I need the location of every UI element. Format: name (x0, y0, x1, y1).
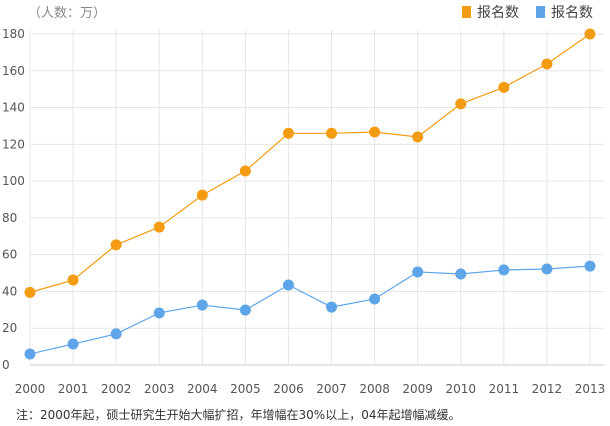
x-tick-label: 2012 (532, 382, 563, 396)
data-point-1 (110, 328, 122, 340)
x-tick-label: 2003 (144, 382, 175, 396)
x-tick-label: 2005 (230, 382, 261, 396)
data-point-0 (584, 28, 596, 40)
x-tick-label: 2009 (402, 382, 433, 396)
chart-note: 注：2000年起，硕士研究生开始大幅扩招，年增幅在30%以上，04年起增幅减缓。 (16, 408, 461, 422)
x-tick-label: 2006 (273, 382, 304, 396)
data-point-1 (498, 264, 510, 276)
y-tick-label: 0 (2, 358, 10, 372)
legend-item-blue[interactable]: 报名数 (536, 2, 593, 22)
y-tick-label: 40 (2, 284, 17, 298)
data-point-0 (153, 221, 165, 233)
x-tick-label: 2002 (101, 382, 132, 396)
x-tick-label: 2001 (58, 382, 89, 396)
y-tick-label: 80 (2, 211, 17, 225)
data-point-0 (282, 127, 294, 139)
x-tick-label: 2000 (15, 382, 46, 396)
y-tick-label: 140 (2, 101, 25, 115)
data-point-1 (541, 263, 553, 275)
data-point-1 (239, 304, 251, 316)
y-tick-label: 180 (2, 27, 25, 41)
series-line-1 (29, 265, 591, 355)
data-point-0 (67, 274, 79, 286)
x-tick-label: 2007 (316, 382, 347, 396)
series-line-0 (29, 33, 591, 293)
y-unit-label: （人数：万） (28, 6, 107, 21)
data-point-0 (196, 189, 208, 201)
legend-label: 报名数 (477, 5, 519, 21)
y-tick-label: 20 (2, 321, 17, 335)
y-tick-label: 160 (2, 64, 25, 78)
x-tick-label: 2011 (489, 382, 520, 396)
data-point-0 (239, 165, 251, 177)
data-point-0 (498, 81, 510, 93)
legend-label: 报名数 (551, 5, 593, 21)
data-point-0 (24, 286, 36, 298)
x-tick-label: 2004 (187, 382, 218, 396)
data-point-0 (455, 98, 467, 110)
data-point-1 (369, 293, 381, 305)
legend-item-orange[interactable]: 报名数 (462, 2, 519, 22)
legend-swatch-orange (462, 6, 471, 18)
data-point-0 (412, 131, 424, 143)
y-tick-label: 100 (2, 174, 25, 188)
x-tick-label: 2013 (575, 382, 606, 396)
y-tick-label: 120 (2, 137, 25, 151)
data-point-1 (584, 260, 596, 272)
data-point-1 (153, 307, 165, 319)
data-point-1 (67, 338, 79, 350)
data-point-1 (24, 348, 36, 360)
data-point-1 (455, 268, 467, 280)
x-tick-label: 2010 (445, 382, 476, 396)
data-point-0 (326, 127, 338, 139)
data-point-1 (282, 279, 294, 291)
data-point-1 (326, 301, 338, 313)
legend-swatch-blue (536, 6, 545, 18)
x-tick-label: 2008 (359, 382, 390, 396)
data-point-0 (541, 58, 553, 70)
data-point-1 (412, 266, 424, 278)
data-point-0 (369, 126, 381, 138)
y-tick-label: 60 (2, 248, 17, 262)
data-point-0 (110, 239, 122, 251)
data-point-1 (196, 299, 208, 311)
